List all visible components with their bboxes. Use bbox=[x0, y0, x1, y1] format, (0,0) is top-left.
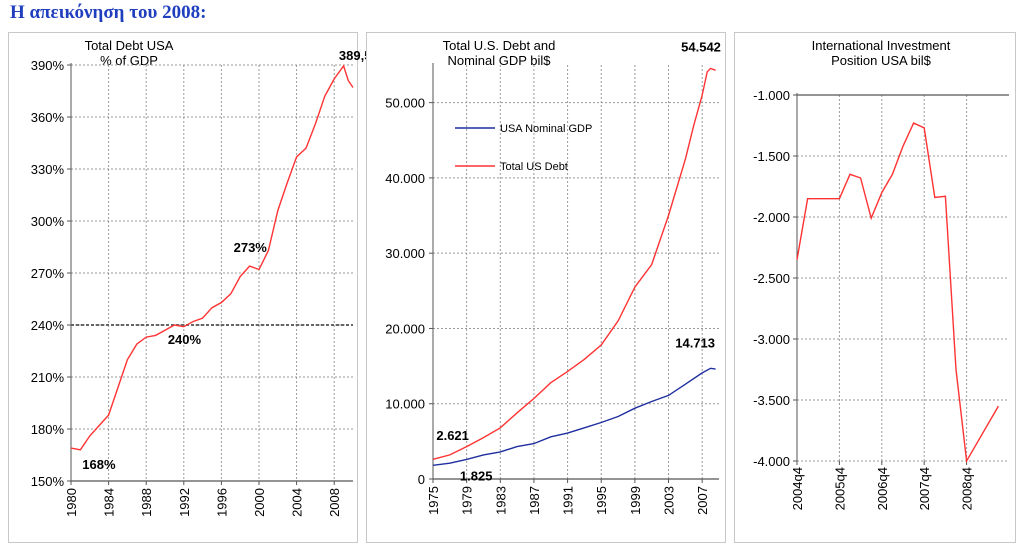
x-tick-label: 1980 bbox=[64, 488, 79, 517]
y-tick-label: 240% bbox=[31, 318, 65, 333]
chart-title-line: International Investment bbox=[812, 38, 951, 53]
y-tick-label: 270% bbox=[31, 266, 65, 281]
data-label: 240% bbox=[168, 332, 202, 347]
series-line-total-us-debt bbox=[432, 67, 716, 460]
y-tick-label: 330% bbox=[31, 162, 65, 177]
legend-label: USA Nominal GDP bbox=[500, 123, 592, 135]
chart-title-line: Total Debt USA bbox=[85, 38, 174, 53]
y-tick-label: 10.000 bbox=[385, 397, 425, 412]
y-tick-label: -2.000 bbox=[753, 210, 790, 225]
x-tick-label: 1984 bbox=[102, 488, 117, 517]
x-tick-label: 2004 bbox=[290, 488, 305, 517]
data-label: 273% bbox=[234, 240, 268, 255]
chart-title-line: Nominal GDP bil$ bbox=[447, 53, 551, 68]
data-label: 168% bbox=[82, 457, 116, 472]
y-tick-label: 300% bbox=[31, 214, 65, 229]
chart-title-line: % of GDP bbox=[100, 53, 158, 68]
x-tick-label: 2005q4 bbox=[832, 467, 847, 510]
y-tick-label: 150% bbox=[31, 474, 65, 489]
x-tick-label: 1996 bbox=[214, 488, 229, 517]
y-tick-label: 210% bbox=[31, 370, 65, 385]
data-label: 2.621 bbox=[436, 428, 469, 443]
y-tick-label: -2.500 bbox=[753, 271, 790, 286]
x-tick-label: 1992 bbox=[177, 488, 192, 517]
chart-panel-iip: International Investment Position USA bil… bbox=[734, 32, 1016, 543]
chart-debt-to-gdp: Total Debt USA% of GDP 150% 180% 210% 240% 27… bbox=[31, 38, 384, 517]
data-label: 54.542 bbox=[681, 39, 721, 54]
x-tick-label: 1991 bbox=[561, 486, 576, 515]
y-tick-label: 360% bbox=[31, 110, 65, 125]
y-tick-label: 50.000 bbox=[385, 96, 425, 111]
x-tick-label: 2006q4 bbox=[875, 467, 890, 510]
x-tick-label: 2004q4 bbox=[790, 467, 805, 510]
chart-title: Total Debt USA% of GDP bbox=[85, 38, 174, 68]
x-tick-label: 1983 bbox=[493, 486, 508, 515]
chart-title: International Investment Position USA bil… bbox=[812, 38, 951, 68]
chart-international-investment-position: International Investment Position USA bil… bbox=[753, 38, 1009, 510]
x-tick-label: 1987 bbox=[527, 486, 542, 515]
chart-title: Total U.S. Debt and Nominal GDP bil$ bbox=[443, 38, 556, 68]
y-tick-label: 180% bbox=[31, 422, 65, 437]
x-tick-label: 1999 bbox=[628, 486, 643, 515]
y-tick-label: 20.000 bbox=[385, 321, 425, 336]
x-tick-label: 1975 bbox=[426, 486, 441, 515]
x-tick-label: 1979 bbox=[460, 486, 475, 515]
legend-label: Total US Debt bbox=[500, 161, 568, 173]
data-label: 1.825 bbox=[460, 469, 493, 484]
x-tick-label: 2007q4 bbox=[917, 467, 932, 510]
y-tick-label: 40.000 bbox=[385, 171, 425, 186]
chart-debt-and-nominal-gdp: Total U.S. Debt and Nominal GDP bil$ 0 10.0… bbox=[385, 38, 721, 515]
y-tick-label: -3.000 bbox=[753, 332, 790, 347]
x-tick-label: 1988 bbox=[139, 488, 154, 517]
x-tick-label: 2003 bbox=[662, 486, 677, 515]
y-tick-label: 0 bbox=[418, 472, 425, 487]
page-heading: Η απεικόνηση του 2008: bbox=[10, 2, 207, 23]
x-tick-label: 2008 bbox=[327, 488, 342, 517]
chart-panel-debt-gdp: Total Debt USA% of GDP 150% 180% 210% 240% 27… bbox=[8, 32, 384, 543]
y-tick-label: -1.500 bbox=[753, 149, 790, 164]
x-tick-label: 2000 bbox=[252, 488, 267, 517]
y-tick-label: -4.000 bbox=[753, 454, 790, 469]
series-line-usa-nominal-gdp bbox=[432, 367, 716, 466]
series-line bbox=[796, 122, 1000, 464]
chart-panel-debt-nominal: Total U.S. Debt and Nominal GDP bil$ 0 10.0… bbox=[366, 32, 726, 543]
y-tick-label: 30.000 bbox=[385, 246, 425, 261]
y-tick-label: -3.500 bbox=[753, 393, 790, 408]
chart-title-line: Position USA bil$ bbox=[831, 53, 931, 68]
data-label: 14.713 bbox=[675, 335, 715, 350]
y-tick-label: 390% bbox=[31, 58, 65, 73]
series-line bbox=[70, 64, 354, 451]
chart-title-line: Total U.S. Debt and bbox=[443, 38, 556, 53]
y-tick-label: -1.000 bbox=[753, 88, 790, 103]
x-tick-label: 1995 bbox=[594, 486, 609, 515]
x-tick-label: 2007 bbox=[695, 486, 710, 515]
x-tick-label: 2008q4 bbox=[960, 467, 975, 510]
